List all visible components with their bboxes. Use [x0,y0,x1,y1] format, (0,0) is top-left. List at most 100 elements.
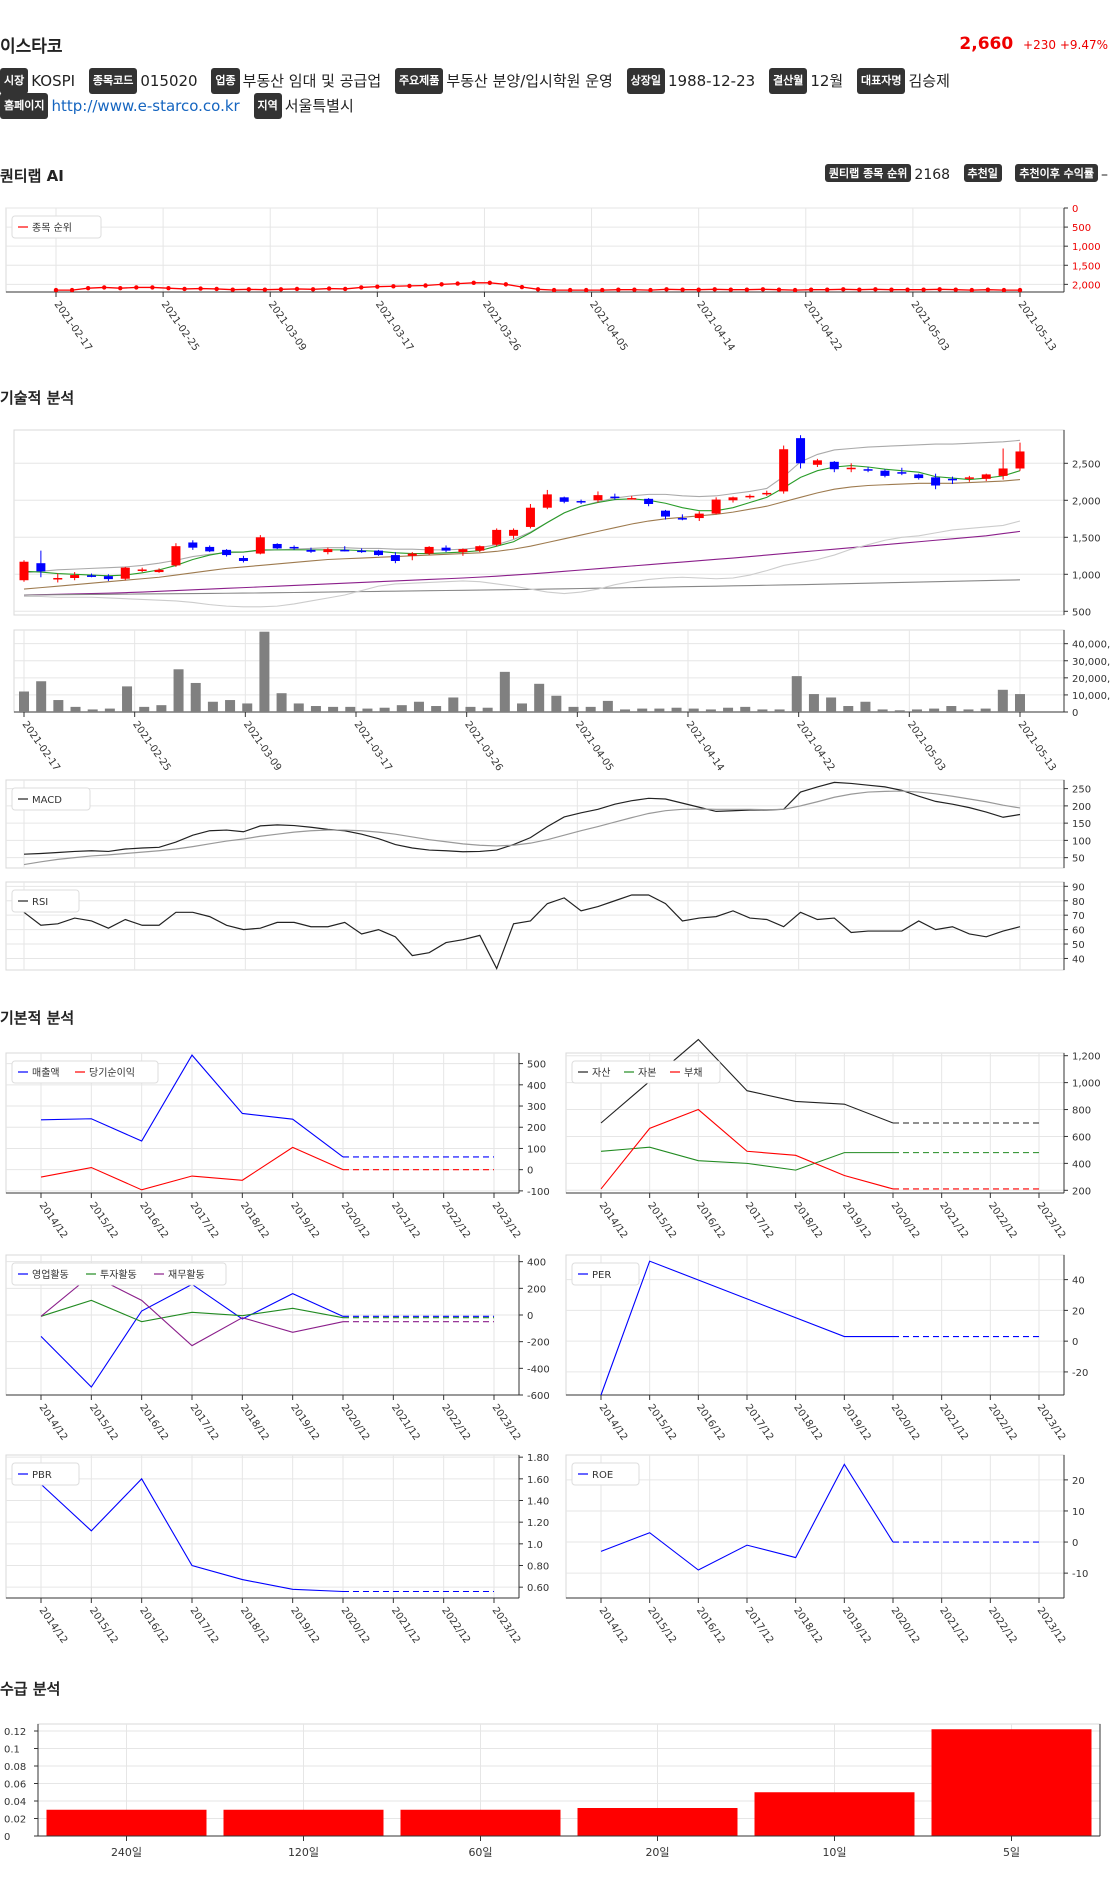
volume-bar [963,709,974,712]
volume-bar [190,682,201,712]
volume-bar [774,709,785,712]
x-tick-label: 2014/12 [37,1402,70,1442]
y-tick-label: 800 [1072,1106,1091,1117]
indicator-ma5 [23,464,1021,577]
x-tick-label: 2017/12 [743,1605,776,1645]
legend-box [571,1462,640,1486]
candle-body [559,497,569,502]
candle-body [660,510,670,517]
product-label: 주요제품 [394,68,444,94]
y-tick-label: 2,000 [1072,496,1101,507]
macd-chart: 50 100 150 200 250 MACD [5,779,1091,869]
candle-body [880,470,890,476]
rank-point [503,282,509,287]
rank-point [102,285,107,290]
legend-label: 종목 순위 [32,221,72,234]
x-tick-label: 2017/12 [188,1200,221,1240]
y-tick-label: 0 [1072,1337,1078,1348]
y-tick-label: 1.40 [527,1497,549,1508]
volume-bar [911,709,922,712]
rank-point [648,287,653,293]
rank-point [262,287,268,292]
y-tick-label: 1.80 [527,1453,549,1464]
rank-point [214,286,219,292]
plot-border [5,881,1065,971]
volume-bar [1015,694,1025,712]
y-tick-label: -600 [527,1391,550,1402]
candle-body [779,449,789,492]
volume-bar [602,700,613,712]
legend-label: ROE [592,1470,613,1481]
x-tick-label: 2018/12 [791,1200,824,1240]
volume-bar [499,671,510,712]
rank-point [471,280,476,286]
y-tick-label: 60 [1072,926,1085,937]
volume-bar [568,706,579,712]
y-tick-label: -400 [527,1364,550,1375]
x-tick-label: 2023/12 [1035,1402,1068,1442]
plot-border [5,779,1065,869]
homepage-link[interactable]: http://www.e-starco.co.kr [51,97,240,115]
legend-label: MACD [32,795,62,806]
sector-label: 업종 [211,68,240,94]
legend-box [11,1462,80,1486]
volume-bar [87,709,98,712]
x-tick-label: 2017/12 [188,1605,221,1645]
candle-body [492,529,502,545]
y-tick-label: 1,500 [1072,261,1101,272]
candle-body [441,547,451,551]
candle-body [897,472,907,474]
x-tick-label: 2015/12 [645,1402,678,1442]
fiscal-month-value: 12월 [810,72,844,90]
code-label: 종목코드 [88,68,138,94]
legend-label: 자산 [592,1067,610,1079]
rank-value: 2168 [914,167,951,183]
candle-body [475,546,485,551]
candle-body [677,518,687,520]
indicator-ma20 [23,479,1021,590]
cashflow-chart: -600 -400 -200 0 200 400 2014/12 2015/12 2016/12… [5,1254,550,1443]
volume-bar [894,710,905,712]
rank-point [792,287,798,293]
y-tick-label: 50 [1072,940,1085,951]
legend-box [11,889,80,913]
x-tick-label: 2020/12 [889,1605,922,1645]
y-tick-label: 500 [527,1060,546,1071]
volume-bar [53,700,64,712]
rank-point [294,286,300,292]
candle-body [340,549,350,552]
y-tick-label: 40,000,000 [1072,640,1110,651]
candle-body [357,550,367,553]
y-tick-label: 1,500 [1072,533,1101,544]
x-tick-label: 2021/12 [937,1200,970,1240]
rank-point [889,287,894,292]
volume-bar [946,706,957,712]
y-tick-label: -20 [1072,1368,1088,1379]
per-chart: -20 0 20 40 2014/12 2015/12 2016/12 2017/12 2018… [565,1254,1088,1443]
x-tick-label: 2021/12 [389,1402,422,1442]
rec-date-label: 추천일 [963,164,1002,182]
series-당기순이익 [40,1146,344,1191]
y-tick-label: 1,000 [1072,570,1101,581]
x-tick-label: 2021-02-25 [159,299,201,353]
supply-bar [931,1729,1092,1836]
volume-bar [293,703,304,712]
x-tick-label: 2018/12 [238,1605,271,1645]
legend-label: 영업활동 [32,1268,69,1281]
rank-point [632,287,637,292]
candle-body [458,549,468,553]
indicator-bb_upper [23,439,1021,574]
rank-point [921,287,926,292]
rank-label: 퀀티랩 종목 순위 [824,164,912,182]
volume-bar [36,681,47,712]
market-value: KOSPI [31,72,76,90]
y-tick-label: 600 [1072,1132,1091,1143]
x-tick-label: 2021-04-22 [794,719,836,773]
rank-point [567,287,573,293]
volume-bar [448,697,459,712]
rank-chart: 0 500 1,000 1,500 2,000 2021-02-17 2021-02-25 2… [5,204,1101,353]
candle-body [509,529,519,536]
x-tick-label: 2021-04-05 [587,299,629,353]
supply-bar [400,1809,561,1836]
x-tick-label: 240일 [111,1845,142,1859]
